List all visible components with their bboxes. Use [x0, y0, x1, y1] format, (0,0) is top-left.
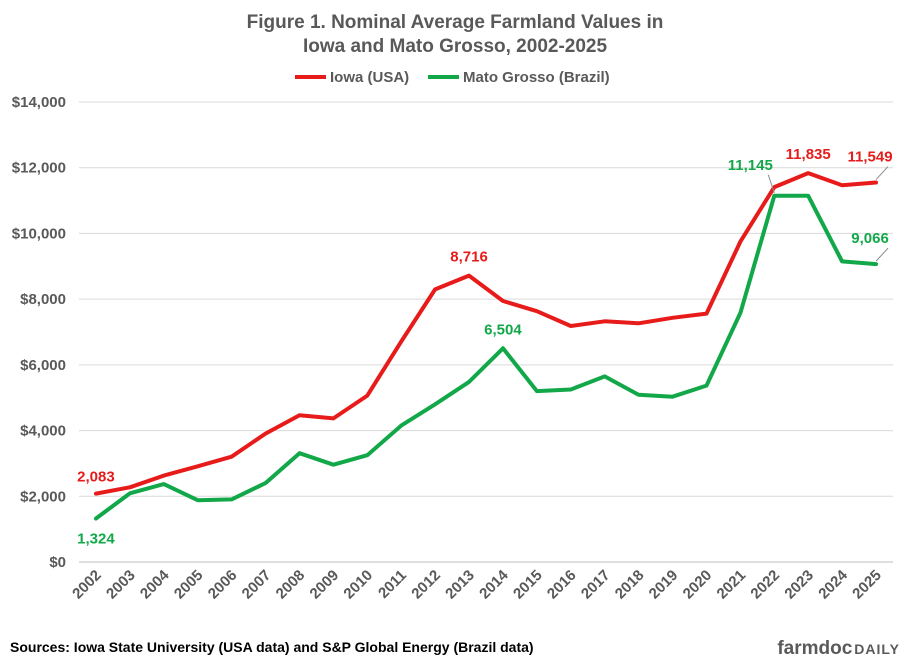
- farmdoc-logo-text: farmdoc DAILY: [777, 638, 900, 659]
- chart-title-line-2: Iowa and Mato Grosso, 2002-2025: [303, 36, 608, 57]
- data-label: 8,716: [450, 249, 488, 266]
- data-label-leader: [767, 174, 775, 193]
- data-label: 11,549: [848, 149, 893, 166]
- chart-title-line-1: Figure 1. Nominal Average Farmland Value…: [247, 12, 664, 33]
- y-tick-label: $0: [49, 554, 66, 571]
- legend-label-iowa: Iowa (USA): [330, 69, 409, 86]
- y-tick-label: $4,000: [20, 423, 66, 440]
- series-line-mato-grosso: [94, 193, 878, 521]
- y-tick-label: $8,000: [20, 291, 66, 308]
- gridlines: [79, 101, 893, 563]
- data-label: 11,145: [728, 157, 773, 174]
- data-label: 11,835: [786, 146, 831, 163]
- y-tick-label: $14,000: [12, 94, 66, 111]
- source-note: Sources: Iowa State University (USA data…: [10, 639, 534, 655]
- legend: Iowa (USA) Mato Grosso (Brazil): [295, 69, 610, 86]
- y-tick-label: $12,000: [12, 160, 66, 177]
- data-label: 6,504: [484, 321, 522, 338]
- data-label: 1,324: [77, 530, 115, 547]
- data-labels: 2,083 8,716 11,835 11,549 1,324 6,504 11,145 9,…: [77, 146, 892, 547]
- data-label: 2,083: [77, 469, 115, 486]
- y-tick-label: $2,000: [20, 488, 66, 505]
- data-label-leader: [875, 166, 889, 180]
- series-lines: [94, 171, 878, 521]
- y-axis-tick-labels: $0 $2,000 $4,000 $6,000 $8,000 $10,000 $12,000…: [12, 94, 66, 571]
- series-line-iowa: [94, 171, 878, 496]
- y-tick-label: $10,000: [12, 225, 66, 242]
- legend-label-mato-grosso: Mato Grosso (Brazil): [463, 69, 610, 86]
- y-tick-label: $6,000: [20, 357, 66, 374]
- data-label: 9,066: [851, 230, 889, 247]
- farmdoc-logo: farmdoc DAILY: [777, 638, 900, 659]
- data-label-leader: [875, 247, 889, 262]
